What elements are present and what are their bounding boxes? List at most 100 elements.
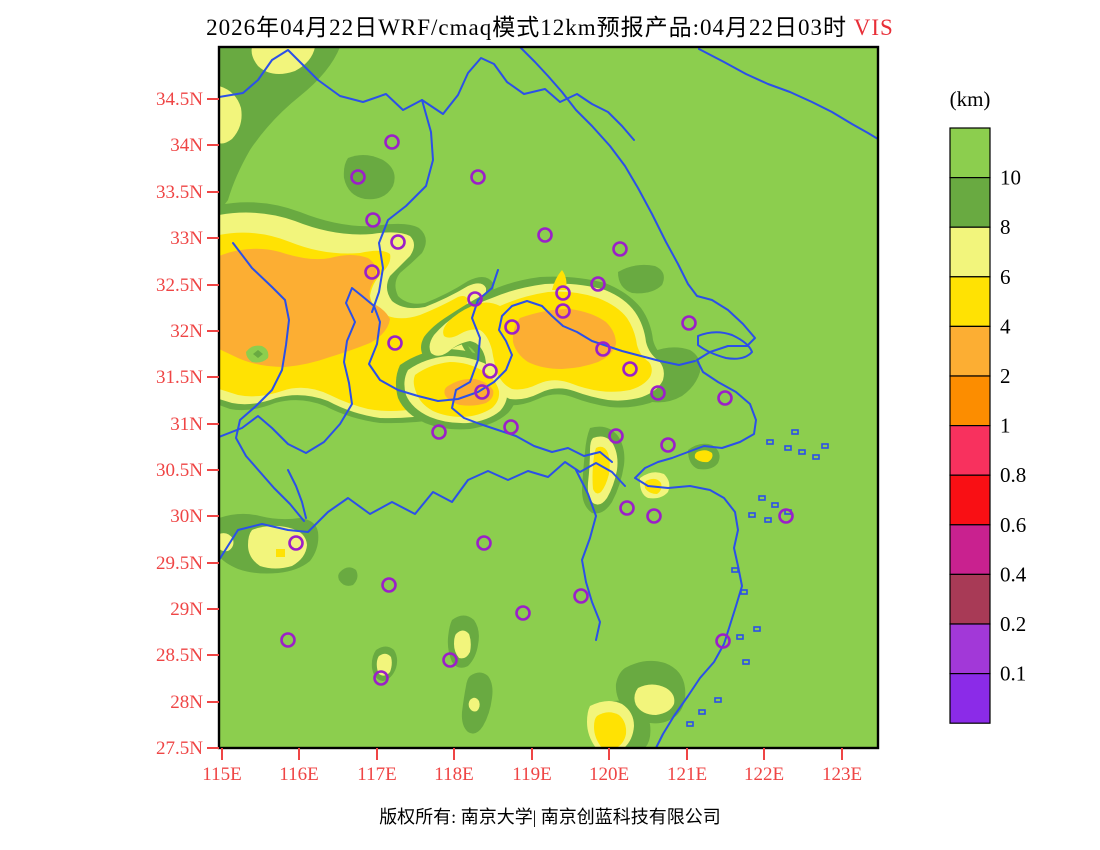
visibility-contour-patch bbox=[338, 567, 358, 586]
lat-tick-label: 34.5N bbox=[156, 89, 203, 110]
station-marker bbox=[681, 315, 697, 331]
station-marker bbox=[381, 577, 397, 593]
island-outline bbox=[753, 626, 761, 632]
island-outline bbox=[686, 721, 694, 727]
lon-tick-label: 118E bbox=[434, 764, 473, 785]
station-marker bbox=[442, 652, 458, 668]
visibility-contour-patch bbox=[276, 549, 285, 557]
island-outline bbox=[740, 589, 748, 595]
visibility-contour-patch bbox=[219, 533, 234, 552]
lon-tick-label: 117E bbox=[357, 764, 396, 785]
visibility-contour-patch bbox=[253, 350, 263, 358]
island-outline bbox=[714, 697, 722, 703]
station-marker bbox=[646, 508, 662, 524]
legend-color-cell bbox=[949, 177, 991, 228]
page-title: 2026年04月22日WRF/cmaq模式12km预报产品:04月22日03时 … bbox=[0, 8, 1100, 42]
visibility-contour-patch bbox=[592, 446, 610, 494]
lon-tick-label: 122E bbox=[744, 764, 784, 785]
legend-color-cell bbox=[949, 276, 991, 327]
station-marker bbox=[504, 319, 520, 335]
lon-tick-label: 121E bbox=[667, 764, 707, 785]
visibility-contour-patch bbox=[376, 653, 392, 676]
legend-unit-label: (km) bbox=[950, 87, 991, 111]
station-marker bbox=[612, 241, 628, 257]
lat-tick-label: 29N bbox=[170, 599, 203, 620]
island-outline bbox=[748, 512, 756, 518]
boundary-line bbox=[219, 287, 696, 454]
station-marker bbox=[503, 419, 519, 435]
legend-color-cell bbox=[949, 127, 991, 179]
lat-tick-label: 29.5N bbox=[156, 553, 203, 574]
legend-value-label: 1 bbox=[1000, 414, 1011, 438]
lon-tick-label: 116E bbox=[279, 764, 318, 785]
lat-tick-label: 31.5N bbox=[156, 367, 203, 388]
station-marker bbox=[373, 670, 389, 686]
legend-color-cell bbox=[949, 375, 991, 427]
station-marker bbox=[387, 335, 403, 351]
legend-color-cell bbox=[949, 425, 991, 476]
lat-tick-label: 34N bbox=[170, 135, 203, 156]
legend-color-cell bbox=[949, 325, 991, 377]
boundary-line bbox=[219, 461, 626, 561]
copyright-footer: 版权所有: 南京大学| 南京创蓝科技有限公司 bbox=[379, 807, 721, 827]
lat-tick-label: 27.5N bbox=[156, 738, 203, 759]
island-outline bbox=[731, 567, 739, 573]
station-marker bbox=[595, 341, 611, 357]
legend-color-cell bbox=[949, 226, 991, 278]
lat-tick-label: 28.5N bbox=[156, 645, 203, 666]
visibility-contour-patch bbox=[468, 697, 480, 712]
visibility-contour-patch bbox=[219, 86, 242, 144]
boundary-line bbox=[519, 47, 757, 748]
station-marker bbox=[717, 390, 733, 406]
legend-value-label: 0.2 bbox=[1000, 612, 1026, 636]
station-marker bbox=[431, 424, 447, 440]
visibility-contour-patch bbox=[594, 712, 627, 748]
station-marker bbox=[555, 303, 571, 319]
lon-tick-label: 123E bbox=[822, 764, 862, 785]
map-frame bbox=[217, 45, 880, 750]
legend-value-label: 8 bbox=[1000, 215, 1011, 239]
legend-value-label: 0.1 bbox=[1000, 662, 1026, 686]
island-outline bbox=[766, 439, 774, 445]
legend-color-cell bbox=[949, 623, 991, 675]
visibility-contour-patch bbox=[343, 154, 395, 200]
visibility-contour-patch bbox=[634, 684, 675, 715]
legend-value-label: 0.8 bbox=[1000, 463, 1026, 487]
boundary-line bbox=[219, 49, 635, 141]
station-marker bbox=[364, 264, 380, 280]
station-marker bbox=[778, 508, 794, 524]
station-marker bbox=[467, 291, 483, 307]
boundary-line bbox=[371, 99, 434, 313]
station-marker bbox=[573, 588, 589, 604]
legend-value-label: 6 bbox=[1000, 265, 1011, 289]
station-marker bbox=[350, 169, 366, 185]
legend-color-cell bbox=[949, 474, 991, 526]
island-outline bbox=[742, 659, 750, 665]
station-marker bbox=[715, 633, 731, 649]
title-main: 2026年04月22日WRF/cmaq模式12km预报产品:04月22日03时 bbox=[206, 15, 847, 40]
lat-tick-label: 33N bbox=[170, 228, 203, 249]
visibility-contour-patch bbox=[694, 450, 713, 463]
visibility-contour-patch bbox=[512, 309, 616, 369]
island-outline bbox=[698, 709, 706, 715]
station-marker bbox=[590, 276, 606, 292]
island-outline bbox=[764, 517, 772, 523]
station-marker bbox=[288, 535, 304, 551]
legend-value-label: 4 bbox=[1000, 314, 1011, 338]
island-outline bbox=[812, 454, 820, 460]
legend-color-cell bbox=[949, 524, 991, 575]
station-marker bbox=[619, 500, 635, 516]
station-marker bbox=[470, 169, 486, 185]
boundary-line bbox=[287, 469, 307, 519]
boundary-line bbox=[697, 331, 753, 360]
boundary-line bbox=[451, 269, 613, 463]
station-marker bbox=[608, 428, 624, 444]
island-outline bbox=[771, 502, 779, 508]
island-outline bbox=[791, 429, 799, 435]
visibility-contour-patch bbox=[552, 270, 567, 290]
legend-value-label: 10 bbox=[1000, 166, 1021, 190]
boundary-line bbox=[232, 242, 305, 522]
lat-tick-label: 32.5N bbox=[156, 275, 203, 296]
station-marker bbox=[555, 285, 571, 301]
lat-tick-label: 33.5N bbox=[156, 182, 203, 203]
